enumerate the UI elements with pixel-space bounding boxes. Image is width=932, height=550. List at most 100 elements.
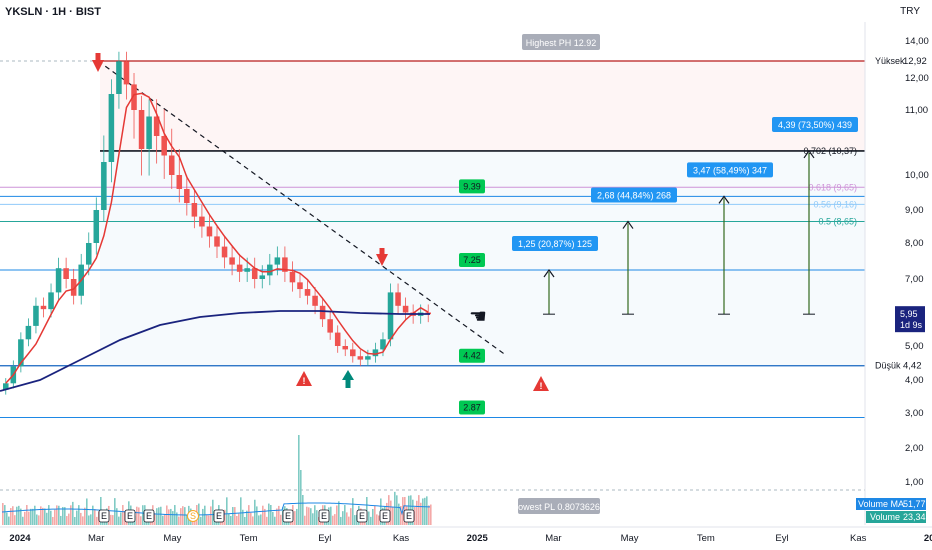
green-level-text: 7.25 — [463, 255, 481, 265]
volume-bar — [170, 508, 172, 525]
target-box-text: 3,47 (58,49%) 347 — [693, 165, 767, 175]
candle-body — [184, 189, 190, 203]
volume-bar — [370, 516, 372, 525]
volume-bar — [34, 505, 36, 525]
volume-bar — [64, 507, 66, 525]
volume-bar — [332, 515, 334, 525]
candle-body — [221, 246, 228, 258]
candle-body — [365, 356, 371, 360]
candle-body — [319, 305, 326, 320]
volume-bar — [180, 508, 182, 525]
volume-bar — [32, 508, 34, 525]
volume-bar — [224, 509, 226, 525]
volume-bar — [120, 512, 122, 525]
x-tick-label: Kas — [393, 533, 410, 544]
candle-body — [289, 271, 296, 283]
volume-bar — [186, 514, 188, 525]
candle-body — [55, 268, 62, 293]
x-tick-label: 2026 — [924, 533, 932, 544]
volume-tag — [866, 511, 926, 523]
volume-bar — [418, 495, 420, 525]
y-tick-label: 14,00 — [905, 36, 929, 47]
target-box-text: 4,39 (73,50%) 439 — [778, 120, 852, 130]
volume-bar — [350, 508, 352, 525]
volume-bar — [22, 516, 24, 525]
volume-bar — [46, 512, 48, 525]
volume-bar — [36, 514, 38, 525]
volume-bar — [182, 506, 184, 525]
volume-ma-value: 51,77M — [903, 499, 932, 509]
volume-bar — [56, 505, 58, 525]
volume-bar — [38, 515, 40, 525]
candle-body — [312, 295, 318, 306]
earnings-marker — [318, 509, 330, 523]
volume-bar — [344, 505, 346, 525]
candle-body — [176, 175, 183, 189]
volume-bar — [334, 514, 336, 525]
volume-bar — [394, 491, 396, 525]
event-marker-label: E — [127, 511, 133, 521]
volume-bar — [274, 516, 276, 525]
volume-bar — [30, 508, 32, 525]
earnings-marker — [282, 509, 294, 523]
ma-slow-line — [0, 310, 430, 392]
symbol-title[interactable]: YKSLN · 1H · BIST — [5, 6, 101, 18]
warning-icon-mark: ! — [540, 381, 543, 391]
earnings-marker — [213, 509, 225, 523]
green-level-text: 4.42 — [463, 351, 481, 361]
volume-bar — [312, 513, 314, 525]
volume-bar — [298, 435, 300, 525]
candle-body — [70, 279, 77, 296]
candle-body — [131, 84, 137, 110]
candle-body — [93, 210, 100, 243]
candle-body — [334, 332, 341, 346]
candle-body — [274, 257, 281, 265]
candle-body — [3, 383, 9, 390]
volume-bar — [28, 511, 30, 525]
candle-body — [372, 349, 379, 357]
candle-body — [387, 292, 394, 340]
green-level-badge — [459, 400, 485, 415]
volume-bar — [160, 506, 162, 525]
volume-bar — [260, 514, 262, 525]
volume-bar — [234, 507, 236, 525]
volume-bar — [232, 507, 234, 525]
earnings-marker — [379, 509, 391, 523]
volume-bar — [140, 516, 142, 525]
y-tick-label: 2,00 — [905, 443, 924, 454]
volume-bar — [398, 503, 400, 525]
event-marker-label: E — [216, 511, 222, 521]
volume-bar — [118, 516, 120, 525]
candle-body — [63, 268, 69, 279]
candle-body — [18, 339, 24, 367]
volume-bar — [420, 502, 422, 525]
x-tick-label: Mar — [545, 533, 561, 544]
candle-body — [206, 226, 213, 237]
volume-bar — [94, 509, 96, 525]
volume-bar — [262, 505, 264, 525]
volume-bar — [88, 515, 90, 525]
volume-bar — [6, 512, 8, 525]
target-box-text: 1,25 (20,87%) 125 — [518, 239, 592, 249]
volume-bar — [272, 511, 274, 525]
current-price-tag — [895, 306, 925, 333]
volume-bar — [352, 498, 354, 525]
candle-body — [357, 356, 364, 360]
volume-bar — [278, 505, 280, 525]
volume-bar — [296, 508, 298, 525]
volume-bar — [302, 495, 304, 525]
volume-bar — [70, 505, 72, 525]
volume-bar — [78, 505, 80, 525]
volume-bar — [172, 511, 174, 525]
current-price-label: 5,95 — [900, 309, 918, 319]
volume-bar — [210, 506, 212, 525]
candle-body — [116, 61, 122, 94]
volume-bar — [60, 515, 62, 525]
volume-bar — [122, 505, 124, 525]
volume-bar — [184, 507, 186, 525]
volume-bar — [200, 516, 202, 525]
volume-bar — [24, 511, 26, 525]
candle-body — [101, 162, 107, 210]
volume-bar — [166, 505, 168, 525]
